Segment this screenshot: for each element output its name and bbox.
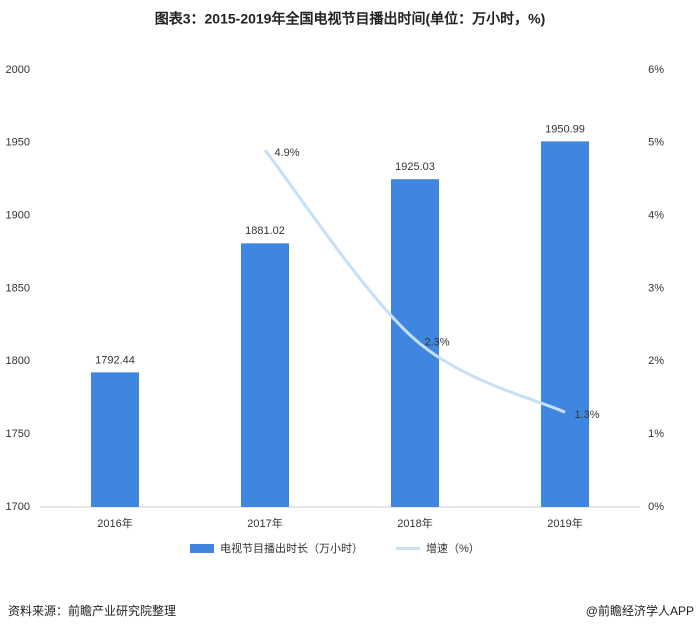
growth-line [263,149,566,414]
legend-swatch [190,544,214,553]
x-tick-label: 2016年 [97,516,132,530]
y2-tick-label: 4% [648,210,664,222]
y-tick-label: 1900 [6,210,30,222]
chart-title: 图表3：2015-2019年全国电视节目播出时间(单位：万小时，%) [155,11,546,27]
line-value-label: 2.3% [424,336,449,348]
bar [541,141,589,507]
y2-tick-label: 5% [648,137,664,149]
line-value-label: 1.3% [574,409,599,421]
y2-tick-label: 2% [648,355,664,367]
y2-tick-label: 6% [648,64,664,76]
legend-label: 增速（%） [426,541,480,555]
y-tick-label: 1750 [6,428,30,440]
bar-value-label: 1950.99 [545,123,585,135]
brand-note: @前瞻经济学人APP [586,603,694,618]
x-tick-label: 2017年 [247,516,282,530]
bar [91,372,139,507]
y-tick-label: 1800 [6,355,30,367]
y-tick-label: 1850 [6,282,30,294]
bar [241,243,289,507]
source-note: 资料来源：前瞻产业研究院整理 [8,603,176,618]
y2-tick-label: 3% [648,282,664,294]
y-tick-label: 1700 [6,501,30,513]
line-value-label: 4.9% [274,147,299,159]
bar-value-label: 1925.03 [395,161,435,173]
bar-value-label: 1881.02 [245,225,285,237]
legend-label: 电视节目播出时长（万小时） [220,541,363,555]
bar-value-label: 1792.44 [95,354,135,366]
y2-tick-label: 1% [648,428,664,440]
x-tick-label: 2019年 [547,516,582,530]
x-tick-label: 2018年 [397,516,432,530]
bar [391,179,439,507]
y-tick-label: 1950 [6,137,30,149]
y-tick-label: 2000 [6,64,30,76]
y2-tick-label: 0% [648,501,664,513]
